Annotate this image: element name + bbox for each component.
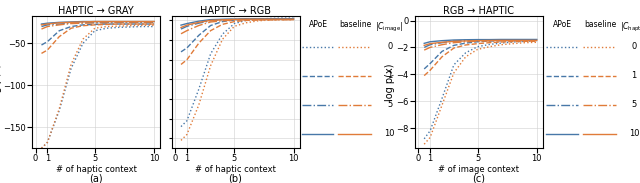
Text: (a): (a)	[89, 173, 103, 183]
Text: $|C_\mathrm{image}|$: $|C_\mathrm{image}|$	[376, 20, 404, 33]
Text: (c): (c)	[472, 173, 485, 183]
Y-axis label: log p(x): log p(x)	[0, 64, 2, 101]
Text: baseline: baseline	[340, 20, 372, 29]
Text: 0: 0	[632, 42, 637, 51]
Text: 0: 0	[387, 42, 392, 51]
Title: HAPTIC → GRAY: HAPTIC → GRAY	[58, 6, 134, 16]
X-axis label: # of image context: # of image context	[438, 165, 519, 174]
Text: 1: 1	[632, 71, 637, 80]
Text: 10: 10	[385, 129, 395, 138]
Text: 1: 1	[387, 71, 392, 80]
Title: HAPTIC → RGB: HAPTIC → RGB	[200, 6, 271, 16]
Y-axis label: log p(x): log p(x)	[385, 64, 395, 101]
Text: APoE: APoE	[308, 20, 328, 29]
X-axis label: # of haptic context: # of haptic context	[56, 165, 136, 174]
Text: (b): (b)	[228, 173, 243, 183]
Text: 10: 10	[629, 129, 639, 138]
Title: RGB → HAPTIC: RGB → HAPTIC	[444, 6, 514, 16]
X-axis label: # of haptic context: # of haptic context	[195, 165, 276, 174]
Text: $|C_\mathrm{haptic}|$: $|C_\mathrm{haptic}|$	[620, 20, 640, 33]
Text: 5: 5	[387, 100, 392, 109]
Text: APoE: APoE	[553, 20, 572, 29]
Text: 5: 5	[632, 100, 637, 109]
Text: baseline: baseline	[584, 20, 616, 29]
